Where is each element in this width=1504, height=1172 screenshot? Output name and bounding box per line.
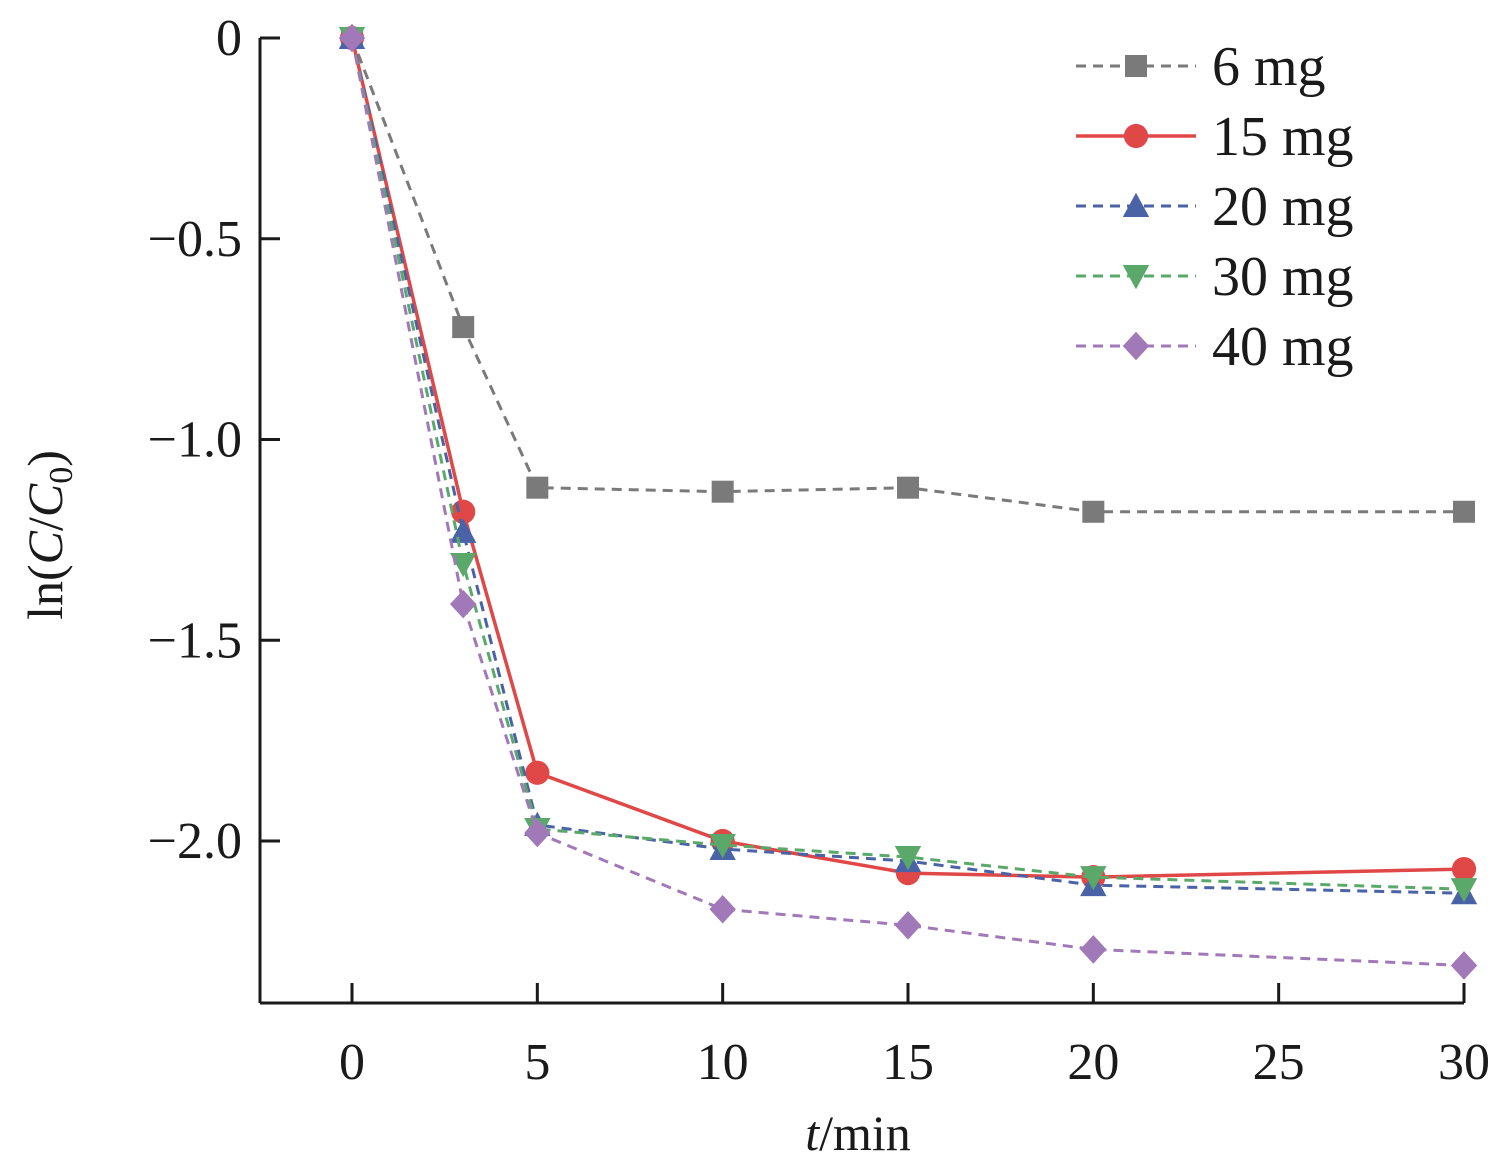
data-point — [1082, 500, 1105, 523]
x-tick-label: 25 — [1253, 1034, 1305, 1091]
x-tick-label: 5 — [524, 1034, 550, 1091]
y-axis-label-suffix: ) — [17, 450, 73, 467]
data-point — [1450, 878, 1478, 903]
axes: 0 −0.5 −1.0 −1.5 −2.0 0 5 10 15 20 25 30 — [148, 10, 1490, 1091]
legend-label: 40 mg — [1212, 316, 1354, 378]
data-point — [524, 818, 551, 848]
series-40-mg — [338, 23, 1478, 980]
y-tick-label: −1.0 — [148, 412, 242, 469]
data-point — [1451, 857, 1477, 882]
data-point — [450, 518, 477, 543]
data-point — [1080, 935, 1107, 964]
data-point — [894, 846, 922, 871]
data-point — [1080, 866, 1107, 891]
legend-label: 30 mg — [1212, 246, 1354, 308]
y-tick-label: −1.5 — [148, 612, 242, 669]
x-tick-label: 0 — [339, 1034, 365, 1091]
legend-item: 6 mg — [1076, 36, 1326, 98]
data-point — [1450, 951, 1478, 980]
data-point — [1122, 265, 1150, 290]
y-tick-label: −0.5 — [148, 211, 242, 268]
data-point — [1125, 55, 1147, 77]
data-point — [338, 23, 366, 53]
data-point — [526, 476, 549, 499]
x-tick-label: 15 — [882, 1034, 934, 1091]
y-axis-label: ln(C/C0) — [17, 450, 80, 620]
data-point — [450, 589, 477, 619]
legend-item: 40 mg — [1076, 316, 1354, 378]
series-group — [338, 23, 1478, 980]
legend-label: 15 mg — [1212, 106, 1354, 168]
data-point — [711, 480, 734, 503]
data-point — [1123, 123, 1149, 149]
legend-item: 30 mg — [1076, 246, 1354, 308]
y-axis-label-prefix: ln( — [17, 564, 73, 620]
data-point — [1122, 331, 1150, 361]
legend-item: 20 mg — [1076, 176, 1354, 238]
y-tick-label: 0 — [216, 10, 242, 67]
data-point — [709, 894, 736, 924]
y-axis-label-subscript: 0 — [43, 467, 80, 484]
data-point — [894, 911, 922, 940]
legend-item: 15 mg — [1076, 106, 1354, 168]
x-axis-label: t/min — [805, 1105, 911, 1161]
data-point — [450, 552, 477, 578]
data-point — [525, 760, 550, 785]
data-point — [897, 476, 919, 499]
legend-label: 20 mg — [1212, 176, 1354, 238]
y-tick-label: −2.0 — [148, 813, 242, 870]
data-point — [709, 834, 736, 859]
x-tick-label: 20 — [1067, 1034, 1119, 1091]
x-tick-label: 10 — [697, 1034, 749, 1091]
legend-label: 6 mg — [1212, 36, 1326, 98]
x-axis-label-variable: t — [805, 1105, 820, 1161]
y-axis-label-slash: / — [17, 517, 73, 531]
data-point — [1122, 192, 1150, 217]
y-axis-label-c0: C — [17, 483, 73, 517]
data-point — [1453, 500, 1475, 523]
legend: 6 mg 15 mg 20 mg 30 mg 40 mg — [1076, 36, 1354, 378]
y-axis-label-c: C — [17, 530, 73, 564]
data-point — [452, 316, 475, 339]
x-tick-label: 30 — [1438, 1034, 1490, 1091]
x-axis-label-unit: /min — [819, 1105, 911, 1161]
